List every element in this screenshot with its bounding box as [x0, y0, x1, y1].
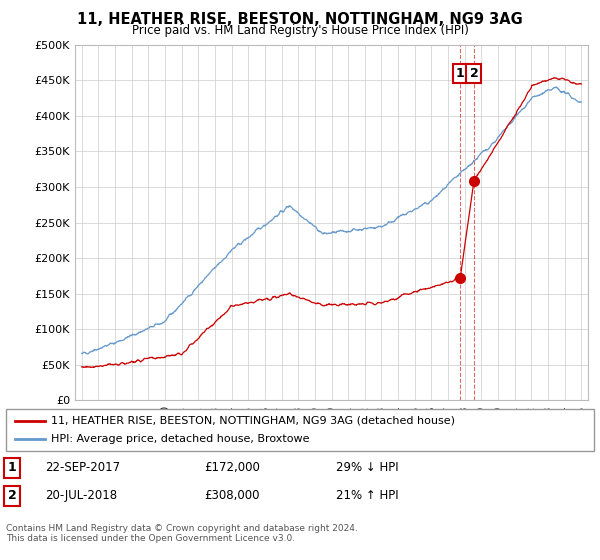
Text: £172,000: £172,000 — [204, 461, 260, 474]
Text: Price paid vs. HM Land Registry's House Price Index (HPI): Price paid vs. HM Land Registry's House … — [131, 24, 469, 37]
Text: 1: 1 — [8, 461, 16, 474]
Text: 20-JUL-2018: 20-JUL-2018 — [45, 489, 117, 502]
Text: 2: 2 — [470, 67, 478, 80]
Text: 21% ↑ HPI: 21% ↑ HPI — [336, 489, 398, 502]
Text: 29% ↓ HPI: 29% ↓ HPI — [336, 461, 398, 474]
Text: HPI: Average price, detached house, Broxtowe: HPI: Average price, detached house, Brox… — [51, 434, 310, 444]
Text: 2: 2 — [8, 489, 16, 502]
Text: 1: 1 — [456, 67, 464, 80]
Text: 22-SEP-2017: 22-SEP-2017 — [45, 461, 120, 474]
Text: 11, HEATHER RISE, BEESTON, NOTTINGHAM, NG9 3AG: 11, HEATHER RISE, BEESTON, NOTTINGHAM, N… — [77, 12, 523, 27]
Text: Contains HM Land Registry data © Crown copyright and database right 2024.
This d: Contains HM Land Registry data © Crown c… — [6, 524, 358, 543]
Text: 11, HEATHER RISE, BEESTON, NOTTINGHAM, NG9 3AG (detached house): 11, HEATHER RISE, BEESTON, NOTTINGHAM, N… — [51, 416, 455, 426]
Text: £308,000: £308,000 — [204, 489, 260, 502]
